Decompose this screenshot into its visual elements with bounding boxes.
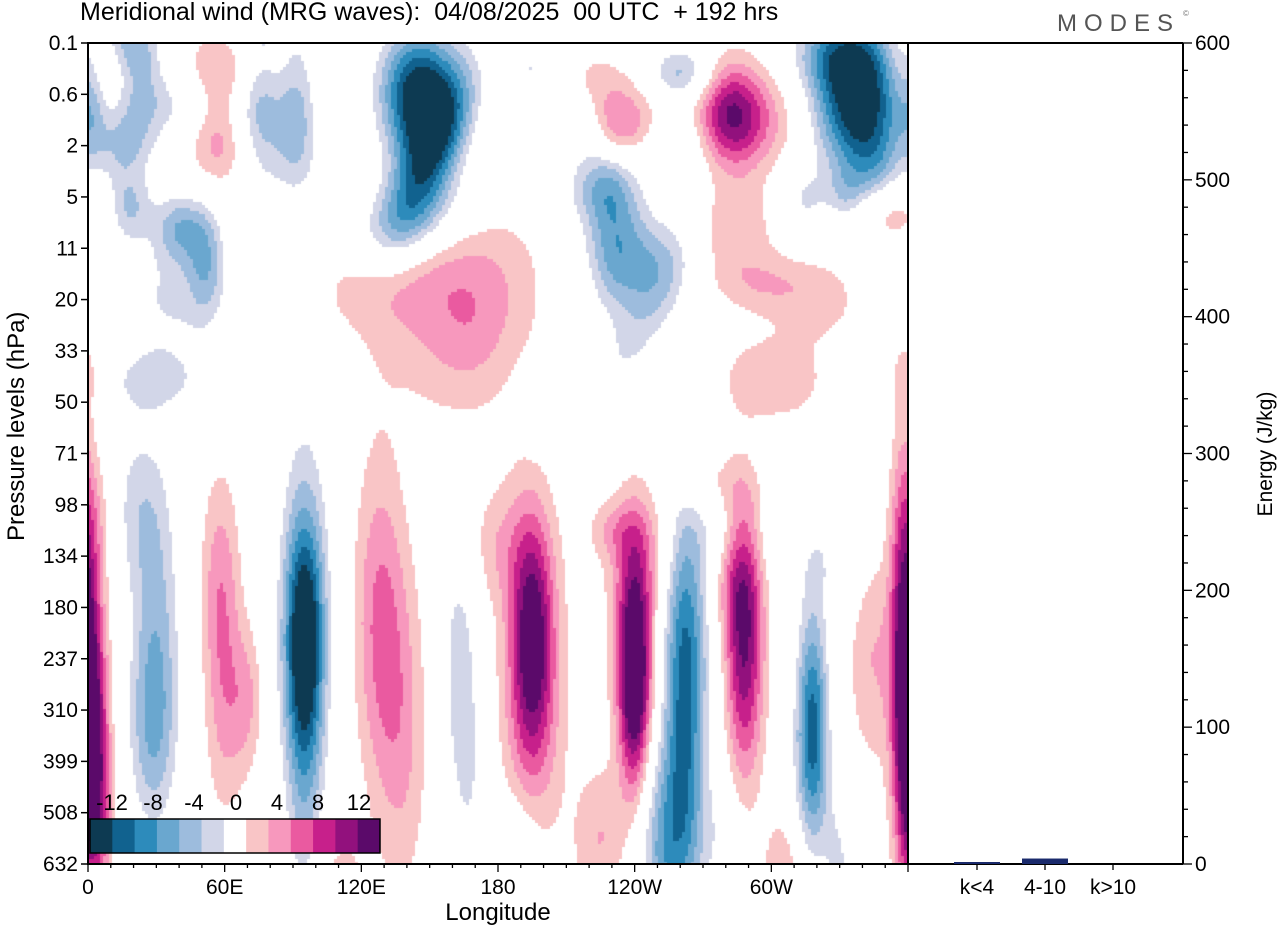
energy-bar: [954, 862, 1000, 864]
energy-category-label: k>10: [1090, 876, 1136, 899]
x-tick-label: 60E: [206, 876, 243, 899]
y-tick-label: 50: [55, 391, 78, 414]
colorbar-swatch: [201, 819, 225, 853]
colorbar-frame: [89, 818, 381, 854]
energy-tick-label: 600: [1195, 32, 1230, 55]
energy-axis-label: Energy (J/kg): [1254, 391, 1277, 517]
colorbar-label: 8: [312, 790, 324, 815]
colorbar-label: 0: [230, 790, 242, 815]
y-tick-label: 0.1: [49, 32, 78, 55]
axes-group: 0.1 0.6 2 5 11 20 33 50 71 98 134 180 237 310 399 508 63…: [43, 32, 909, 899]
contour-raster: [88, 43, 908, 864]
brand-copyright-mark: ©: [1183, 9, 1189, 18]
chart-title: Meridional wind (MRG waves): 04/08/2025 …: [80, 0, 779, 26]
y-tick-label: 180: [43, 596, 78, 619]
energy-category-label: 4-10: [1024, 876, 1066, 899]
colorbar-swatch: [335, 819, 359, 853]
y-tick-label: 399: [43, 750, 78, 773]
y-tick-label: 0.6: [49, 83, 78, 106]
y-tick-label: 508: [43, 802, 78, 825]
colorbar-label: -12: [96, 790, 128, 815]
y-tick-label: 71: [55, 443, 78, 466]
y-tick-label: 11: [56, 237, 78, 260]
x-tick-label: 120W: [607, 876, 662, 899]
colorbar-swatch: [112, 819, 136, 853]
y-tick-label: 33: [55, 340, 78, 363]
energy-bar: [1022, 858, 1068, 864]
energy-tick-label: 200: [1195, 579, 1230, 602]
colorbar-swatch: [246, 819, 269, 853]
energy-tick-label: 400: [1195, 306, 1230, 329]
energy-category-label: k<4: [960, 876, 995, 899]
x-tick-label: 60W: [750, 876, 793, 899]
colorbar-swatch: [313, 819, 336, 853]
y-tick-label: 2: [66, 135, 78, 158]
contour-field: [88, 43, 908, 864]
colorbar: -12 -8 -4 0 4 8 12: [89, 790, 381, 854]
colorbar-swatch: [134, 819, 158, 853]
y-tick-label: 98: [55, 494, 78, 517]
energy-tick-label: 100: [1195, 716, 1230, 739]
energy-tick-label: 300: [1195, 443, 1230, 466]
colorbar-swatch: [357, 819, 381, 853]
colorbar-swatch: [290, 819, 314, 853]
y-tick-label: 632: [43, 853, 78, 876]
y-tick-label: 310: [43, 699, 78, 722]
colorbar-label: -4: [184, 790, 204, 815]
y-axis-label: Pressure levels (hPa): [3, 311, 30, 541]
y-tick-label: 134: [43, 545, 78, 568]
y-tick-label: 5: [66, 186, 78, 209]
colorbar-label: -8: [143, 790, 163, 815]
y-tick-label: 20: [55, 289, 78, 312]
colorbar-swatch: [179, 819, 203, 853]
x-tick-label: 120E: [337, 876, 386, 899]
x-tick-label: 0: [82, 876, 94, 899]
x-tick-label: 180: [480, 876, 515, 899]
energy-bar-panel: 0 100 200 300 400 500 600 k<4 4-10 k>10: [908, 32, 1230, 899]
colorbar-label: 12: [347, 790, 371, 815]
x-axis-label: Longitude: [445, 899, 551, 926]
colorbar-label: 4: [271, 790, 283, 815]
colorbar-swatch: [223, 819, 247, 853]
brand-logo: MODES: [1057, 10, 1181, 37]
colorbar-swatch: [156, 819, 180, 853]
colorbar-swatch: [90, 819, 113, 853]
y-tick-label: 237: [43, 648, 78, 671]
colorbar-swatch: [268, 819, 292, 853]
energy-tick-label: 500: [1195, 169, 1230, 192]
energy-tick-label: 0: [1195, 853, 1207, 876]
